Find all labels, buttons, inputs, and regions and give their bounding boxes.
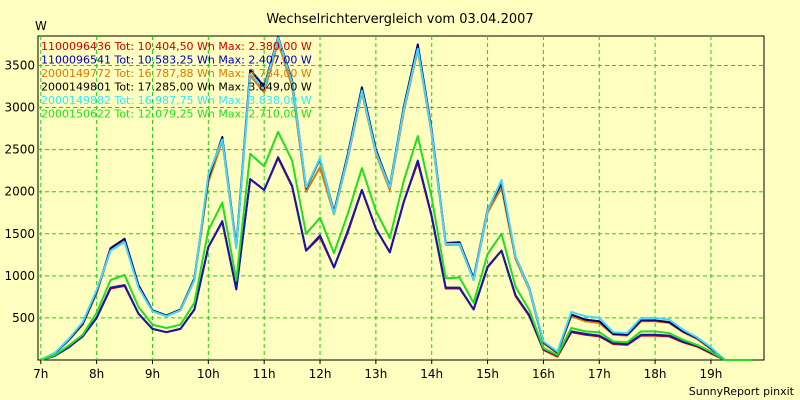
legend-entry-5: 2000150622 Tot: 12.079,25 Wh Max: 2.710,… xyxy=(41,108,312,121)
series-line-5 xyxy=(40,130,753,361)
y-tick-label: 1500 xyxy=(4,227,35,241)
x-tick-label: 11h xyxy=(253,367,276,381)
x-tick-label: 7h xyxy=(33,367,48,381)
x-tick-label: 17h xyxy=(588,367,611,381)
x-tick-label: 18h xyxy=(644,367,667,381)
x-tick-label: 16h xyxy=(532,367,555,381)
footer-credit: SunnyReport pinxit xyxy=(689,385,795,398)
x-tick-label: 12h xyxy=(309,367,332,381)
legend-entry-4: 2000149882 Tot: 16.987,75 Wh Max: 3.838,… xyxy=(41,94,312,107)
x-tick-label: 9h xyxy=(145,367,160,381)
series-line-1 xyxy=(40,156,753,361)
y-tick-label: 2500 xyxy=(4,143,35,157)
legend-entry-1: 1100096541 Tot: 10.583,25 Wh Max: 2.407,… xyxy=(41,54,312,67)
legend-entry-0: 1100096436 Tot: 10.404,50 Wh Max: 2.380,… xyxy=(41,40,312,53)
x-tick-labels: 7h 8h 9h 10h 11h 12h 13h 14h 15h 16h 17h 18h 19h xyxy=(33,360,722,381)
series-lines xyxy=(40,35,753,361)
y-axis-label: W xyxy=(35,19,47,33)
legend: 1100096436 Tot: 10.404,50 Wh Max: 2.380,… xyxy=(41,40,312,121)
series-line-4 xyxy=(40,36,753,361)
chart-title: Wechselrichtervergleich vom 03.04.2007 xyxy=(266,12,533,27)
plot-area xyxy=(37,35,765,361)
x-tick-label: 14h xyxy=(420,367,443,381)
y-tick-label: 500 xyxy=(12,311,35,325)
y-tick-label: 1000 xyxy=(4,269,35,283)
legend-entry-3: 2000149801 Tot: 17.285,00 Wh Max: 3.849,… xyxy=(41,81,312,94)
x-tick-label: 19h xyxy=(700,367,723,381)
x-tick-label: 13h xyxy=(364,367,387,381)
x-tick-label: 10h xyxy=(197,367,220,381)
x-tick-label: 8h xyxy=(89,367,104,381)
legend-entry-2: 2000149772 Tot: 16.787,88 Wh Max: 3.784,… xyxy=(41,67,312,80)
y-tick-label: 3500 xyxy=(4,58,35,72)
y-tick-label: 3000 xyxy=(4,101,35,115)
x-tick-label: 15h xyxy=(476,367,499,381)
y-tick-label: 2000 xyxy=(4,185,35,199)
y-tick-labels: 500 1000 1500 2000 2500 3000 3500 xyxy=(4,58,35,324)
